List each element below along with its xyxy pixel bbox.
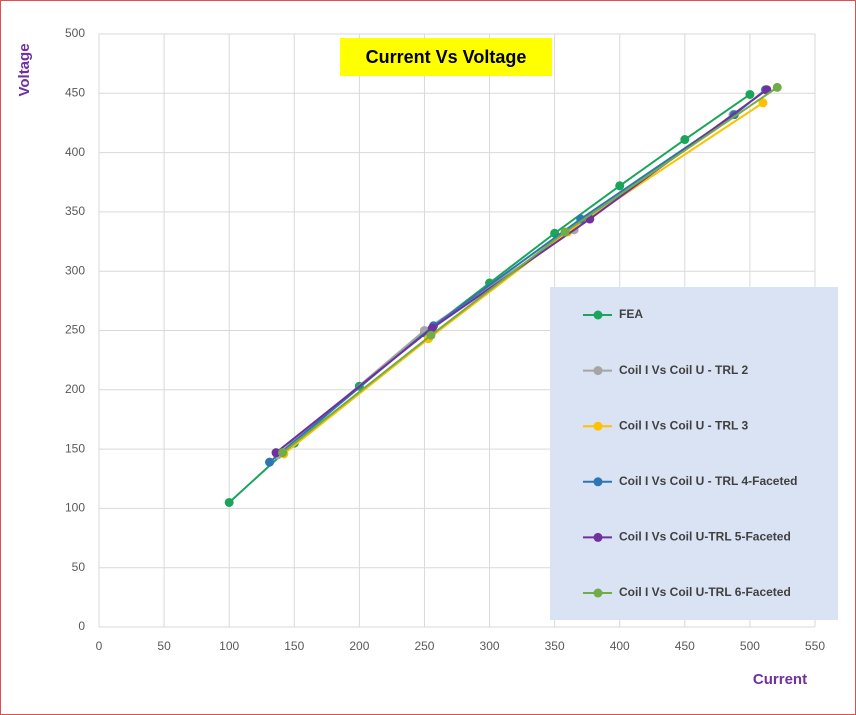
legend-marker — [593, 421, 603, 431]
legend-marker — [593, 366, 603, 376]
series-line — [283, 101, 764, 455]
y-tick-label: 150 — [65, 441, 85, 455]
x-axis-label: Current — [753, 671, 807, 688]
x-tick-label: 150 — [284, 639, 304, 653]
data-point — [745, 89, 755, 99]
y-tick-label: 0 — [78, 619, 85, 633]
y-tick-label: 350 — [65, 204, 85, 218]
legend-label: Coil I Vs Coil U-TRL 5-Faceted — [619, 530, 791, 544]
y-tick-label: 400 — [65, 145, 85, 159]
legend-label: Coil I Vs Coil U-TRL 6-Faceted — [619, 585, 791, 599]
legend-label: Coil I Vs Coil U - TRL 3 — [619, 418, 748, 432]
data-point — [278, 448, 288, 458]
series-line — [281, 86, 778, 454]
data-point — [427, 323, 437, 333]
y-tick-label: 450 — [65, 85, 85, 99]
y-tick-label: 500 — [65, 26, 85, 40]
data-point — [772, 82, 782, 92]
x-tick-label: 50 — [157, 639, 171, 653]
legend-label: Coil I Vs Coil U - TRL 4-Faceted — [619, 474, 797, 488]
data-point — [265, 457, 275, 467]
y-tick-label: 250 — [65, 323, 85, 337]
x-tick-label: 550 — [805, 639, 825, 653]
data-point — [224, 497, 234, 507]
x-tick-label: 0 — [96, 639, 103, 653]
x-tick-label: 500 — [740, 639, 760, 653]
legend-marker — [593, 477, 603, 487]
x-tick-label: 350 — [545, 639, 565, 653]
y-axis-label: Voltage — [16, 43, 33, 96]
data-point — [426, 330, 436, 340]
y-tick-label: 200 — [65, 382, 85, 396]
y-tick-label: 300 — [65, 263, 85, 277]
x-tick-label: 200 — [349, 639, 369, 653]
x-tick-label: 450 — [675, 639, 695, 653]
x-tick-label: 100 — [219, 639, 239, 653]
data-point — [758, 98, 768, 108]
data-point — [615, 181, 625, 191]
legend-label: FEA — [619, 307, 643, 321]
legend-marker — [593, 588, 603, 598]
x-tick-label: 300 — [480, 639, 500, 653]
y-tick-label: 100 — [65, 501, 85, 515]
data-point — [576, 214, 586, 224]
legend-box — [550, 287, 838, 620]
data-point — [680, 135, 690, 145]
y-tick-label: 50 — [72, 560, 86, 574]
data-point — [271, 448, 281, 458]
data-point — [560, 227, 570, 237]
x-tick-label: 250 — [414, 639, 434, 653]
legend-label: Coil I Vs Coil U - TRL 2 — [619, 363, 748, 377]
legend-marker — [593, 310, 603, 320]
x-tick-label: 400 — [610, 639, 630, 653]
chart-title: Current Vs Voltage — [366, 47, 527, 67]
legend-marker — [593, 532, 603, 542]
title-box — [340, 38, 552, 76]
